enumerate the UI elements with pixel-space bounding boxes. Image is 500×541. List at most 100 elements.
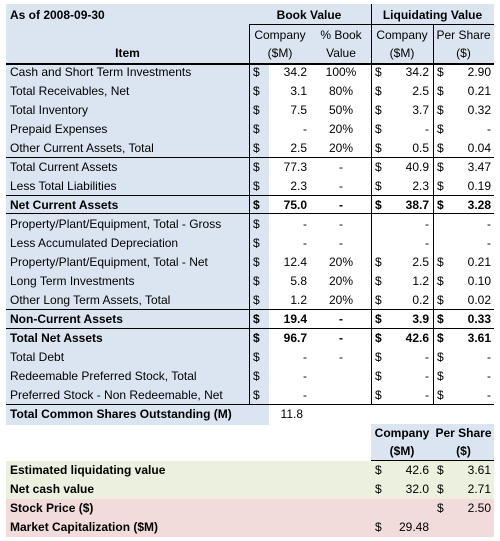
item-column-header: Item xyxy=(115,46,140,60)
pct-book-value: 20% xyxy=(328,122,354,136)
liq-dollar-sign: $ xyxy=(375,331,382,345)
per-share-value: 0.21 xyxy=(467,255,491,269)
pct-book-value: 20% xyxy=(328,293,354,307)
liq-dollar-sign: $ xyxy=(375,179,382,193)
pct-book-value: 80% xyxy=(328,84,354,98)
liq-dollar-sign: $ xyxy=(375,141,382,155)
item-label: Non-Current Assets xyxy=(10,312,123,326)
summary-company-value: 32.0 xyxy=(405,482,429,496)
item-label: Cash and Short Term Investments xyxy=(10,65,192,79)
summary-company-dollar-sign: $ xyxy=(375,520,382,534)
liq-company-header: Company xyxy=(376,28,428,42)
summary-company-value: 42.6 xyxy=(405,463,429,477)
summary-company-dollar-sign: $ xyxy=(375,463,382,477)
liq-value: 3.9 xyxy=(412,312,429,326)
book-value: - xyxy=(303,350,307,364)
item-label: Total Net Assets xyxy=(10,331,103,345)
liq-dollar-sign: $ xyxy=(375,312,382,326)
liq-dollar-sign xyxy=(375,215,387,234)
book-value: 34.2 xyxy=(283,65,307,79)
summary-label: Estimated liquidating value xyxy=(10,463,166,477)
liq-value: - xyxy=(425,388,429,402)
pct-book-value: - xyxy=(339,198,343,212)
per-share-dollar-sign: $ xyxy=(437,160,444,174)
liq-dollar-sign: $ xyxy=(375,198,382,212)
summary-row xyxy=(6,518,494,537)
book-value: 3.1 xyxy=(290,84,307,98)
per-share-dollar-sign: $ xyxy=(437,293,444,307)
book-dollar-sign: $ xyxy=(253,84,260,98)
per-share-value: - xyxy=(487,369,491,383)
per-share-value: 0.02 xyxy=(467,293,491,307)
liq-value: 2.5 xyxy=(412,84,429,98)
book-dollar-sign: $ xyxy=(253,122,260,136)
book-dollar-sign: $ xyxy=(253,255,260,269)
per-share-dollar-sign: $ xyxy=(437,84,444,98)
book-dollar-sign: $ xyxy=(253,236,260,250)
liq-value: - xyxy=(425,236,429,250)
per-share-value: - xyxy=(487,388,491,402)
liq-value: - xyxy=(425,369,429,383)
book-value: 75.0 xyxy=(283,198,307,212)
summary-company-dollar-sign: $ xyxy=(375,482,382,496)
book-value: 1.2 xyxy=(290,293,307,307)
per-share-dollar-sign: $ xyxy=(437,331,444,345)
separator-after-non-current xyxy=(6,328,494,329)
per-share-dollar-sign: $ xyxy=(437,65,444,79)
book-value: - xyxy=(303,369,307,383)
per-share-value: 0.19 xyxy=(467,179,491,193)
summary-per-share-value: 3.61 xyxy=(467,463,491,477)
pct-book-value: - xyxy=(339,179,343,193)
liq-dollar-sign: $ xyxy=(375,350,382,364)
book-dollar-sign: $ xyxy=(253,369,260,383)
book-value: 19.4 xyxy=(283,312,307,326)
item-label: Redeemable Preferred Stock, Total xyxy=(10,369,197,383)
summary-per-share-value: 2.50 xyxy=(467,501,491,515)
book-value: 96.7 xyxy=(283,331,307,345)
as-of-date: As of 2008-09-30 xyxy=(10,8,105,22)
book-dollar-sign: $ xyxy=(253,217,260,231)
header-bottom-border xyxy=(6,63,494,65)
item-label: Less Accumulated Depreciation xyxy=(10,236,179,250)
summary-company-dollar-sign xyxy=(375,499,387,518)
book-value: 12.4 xyxy=(283,255,307,269)
pct-book-unit: Value xyxy=(326,46,356,60)
summary-company-value xyxy=(387,499,429,518)
book-company-unit: ($M) xyxy=(267,46,293,60)
liq-value: 0.5 xyxy=(412,141,429,155)
summary-per-share-unit: ($) xyxy=(456,444,471,458)
per-share-value: 0.10 xyxy=(467,274,491,288)
summary-per-share-dollar-sign: $ xyxy=(437,463,444,477)
liq-dollar-sign: $ xyxy=(375,293,382,307)
liq-dollar-sign: $ xyxy=(375,65,382,79)
separator-non-current xyxy=(6,309,494,310)
liq-value: 0.2 xyxy=(412,293,429,307)
per-share-dollar-sign: $ xyxy=(437,255,444,269)
liq-value: - xyxy=(425,350,429,364)
liq-value: 2.3 xyxy=(412,179,429,193)
summary-label: Stock Price ($) xyxy=(10,501,94,515)
per-share-dollar-sign: $ xyxy=(437,350,444,364)
per-share-dollar-sign: $ xyxy=(437,198,444,212)
item-label: Property/Plant/Equipment, Total - Gross xyxy=(10,217,222,231)
book-dollar-sign: $ xyxy=(253,160,260,174)
liq-value: 42.6 xyxy=(405,331,429,345)
liq-value: 34.2 xyxy=(405,65,429,79)
liq-left-border xyxy=(371,4,372,404)
pct-book-value: - xyxy=(339,160,343,174)
liq-company-unit: ($M) xyxy=(389,46,415,60)
per-share-dollar-sign: $ xyxy=(437,274,444,288)
summary-label: Net cash value xyxy=(10,482,95,496)
item-label: Total Inventory xyxy=(10,103,89,117)
liq-dollar-sign: $ xyxy=(375,274,382,288)
per-share-dollar-sign: $ xyxy=(437,312,444,326)
liq-dollar-sign: $ xyxy=(375,255,382,269)
liquidating-value-group-header: Liquidating Value xyxy=(382,8,483,22)
summary-per-share-value xyxy=(449,518,491,537)
header-background xyxy=(269,4,494,65)
book-company-header: Company xyxy=(254,28,306,42)
item-label: Total Current Assets xyxy=(10,160,118,174)
book-value-group-header: Book Value xyxy=(276,8,342,22)
summary-company-unit: ($M) xyxy=(389,444,415,458)
